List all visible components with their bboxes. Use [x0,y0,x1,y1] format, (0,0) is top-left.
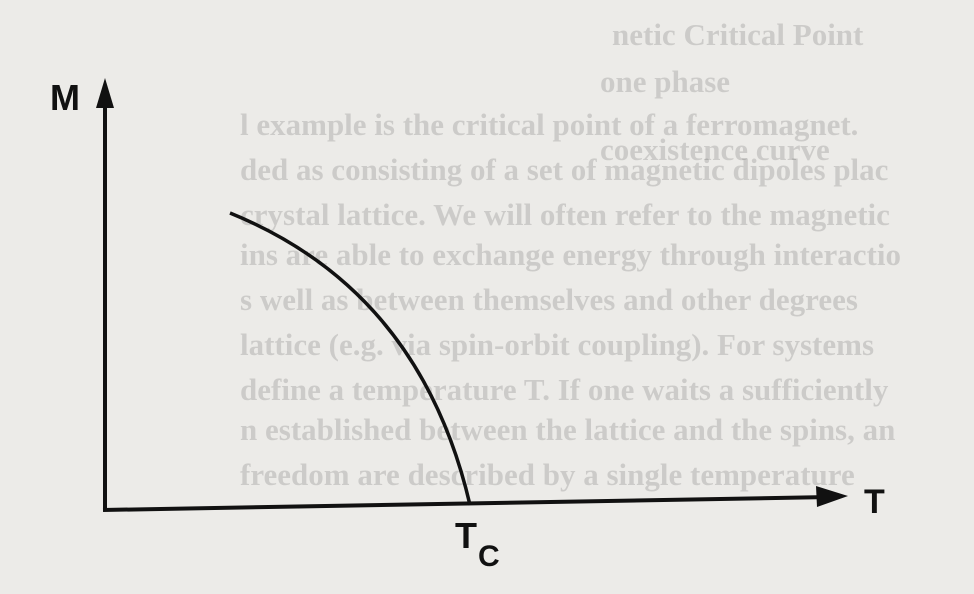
critical-subscript: C [478,540,500,573]
magnetization-curve [229,211,472,506]
background-line: ded as consisting of a set of magnetic d… [240,152,888,187]
background-line: crystal lattice. We will often refer to … [240,197,890,232]
background-line: one phase [600,64,730,99]
x-axis-label: T [864,483,885,521]
background-line: netic Critical Point [612,17,864,52]
background-line: coexistence curve [600,132,830,167]
background-line: freedom are described by a single temper… [240,457,855,492]
background-line: ins are able to exchange energy through … [240,237,901,272]
background-line: define a temperature T. If one waits a s… [240,372,889,407]
axes [102,95,831,512]
critical-label: T [455,515,477,556]
background-text: netic Critical Point one phase l example i… [240,17,901,492]
x-arrow [816,486,848,507]
y-axis-label: M [50,77,80,118]
x-axis [102,495,831,512]
y-arrow [96,78,114,108]
background-line: s well as between themselves and other d… [240,282,858,317]
background-line: l example is the critical point of a fer… [240,107,858,142]
background-line: n established between the lattice and th… [240,412,895,447]
background-line: lattice (e.g. via spin-orbit coupling). … [240,327,874,362]
